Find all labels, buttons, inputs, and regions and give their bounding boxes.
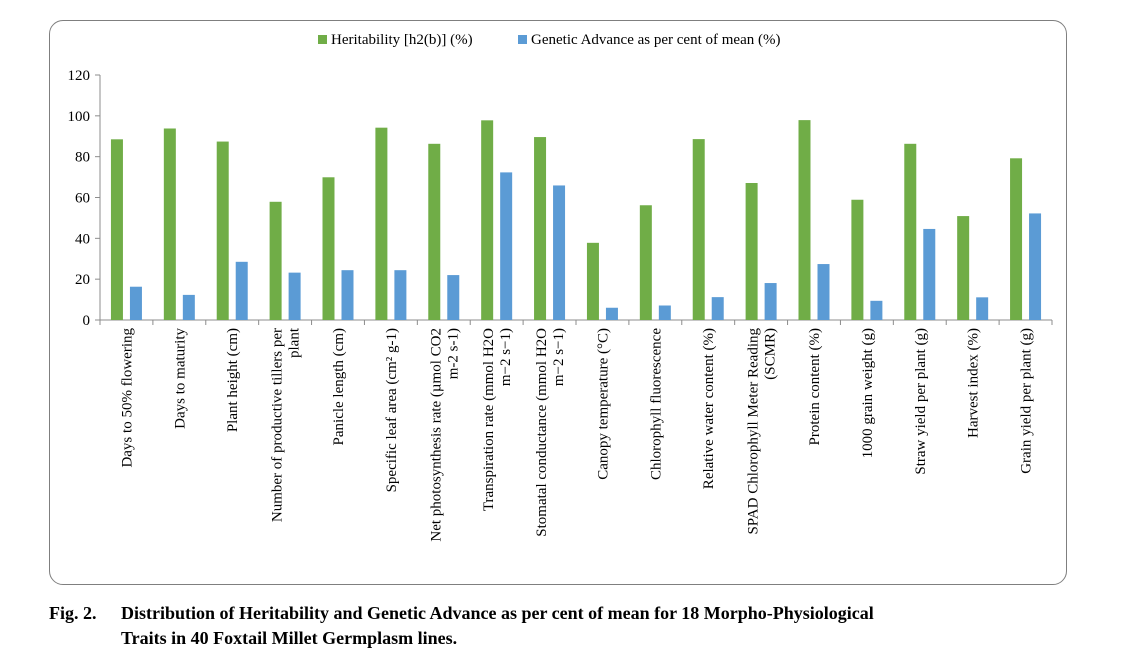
caption-line-2: Traits in 40 Foxtail Millet Germplasm li…	[121, 628, 458, 648]
x-category-label: Panicle length (cm)	[331, 328, 347, 445]
x-category-label: m−2 s−1)	[498, 328, 514, 386]
bar-heritability	[163, 128, 176, 320]
legend-swatch	[318, 35, 327, 44]
bar-genetic-advance	[711, 297, 724, 320]
bar-genetic-advance	[447, 275, 460, 320]
bar-heritability	[428, 143, 441, 320]
bar-genetic-advance	[182, 294, 195, 320]
bar-genetic-advance	[764, 283, 777, 320]
figure-label: Fig. 2.	[49, 603, 97, 623]
bar-heritability	[110, 139, 123, 320]
x-category-label: (SCMR)	[763, 328, 779, 380]
x-category-label: 1000 grain weight (g)	[860, 328, 876, 458]
x-category-label: m−2 s−1)	[551, 328, 567, 386]
x-category-label: Grain yield per plant (g)	[1019, 328, 1035, 474]
bar-heritability	[586, 242, 599, 320]
bar-genetic-advance	[553, 185, 566, 320]
bar-genetic-advance	[500, 172, 513, 320]
bar-heritability	[481, 120, 494, 320]
x-category-label: Relative water content (%)	[701, 328, 717, 489]
bar-heritability	[534, 137, 547, 320]
x-category-label: Transpiration rate (mmol H2O	[481, 328, 497, 511]
bar-genetic-advance	[976, 297, 989, 320]
x-category-label: Days to 50% flowering	[119, 328, 135, 468]
y-tick-label: 20	[75, 272, 90, 288]
bar-heritability	[692, 139, 705, 320]
x-category-label: SPAD Chlorophyll Meter Reading	[746, 328, 762, 535]
bar-heritability	[851, 199, 864, 320]
x-category-label: Plant height (cm)	[225, 328, 241, 432]
y-tick-label: 40	[75, 231, 90, 247]
bar-genetic-advance	[1029, 213, 1042, 320]
bar-heritability	[375, 127, 388, 320]
y-tick-label: 120	[68, 68, 91, 84]
x-category-label: Harvest index (%)	[966, 328, 982, 438]
bar-genetic-advance	[129, 286, 142, 320]
bar-heritability	[798, 120, 811, 320]
bar-genetic-advance	[394, 270, 407, 320]
x-category-label: Canopy temperature (°C)	[595, 328, 611, 480]
bar-genetic-advance	[923, 228, 936, 320]
bar-genetic-advance	[605, 307, 618, 320]
bar-heritability	[957, 216, 970, 320]
figure-caption: Fig. 2. Distribution of Heritability and …	[49, 601, 1109, 651]
bar-heritability	[904, 143, 917, 320]
x-category-label: Stomatal conductance (mmol H2O	[534, 328, 550, 537]
legend-label: Genetic Advance as per cent of mean (%)	[531, 32, 780, 48]
x-category-label: m-2 s-1)	[445, 328, 461, 379]
legend-swatch	[518, 35, 527, 44]
bar-heritability	[269, 201, 282, 320]
y-tick-label: 60	[75, 191, 90, 207]
bar-chart: 0 20 40 60 80 100 120 Days to 50% flowering Days…	[68, 32, 1053, 542]
caption-line-1: Distribution of Heritability and Genetic…	[121, 603, 874, 623]
bar-heritability	[216, 141, 229, 320]
bar-genetic-advance	[288, 272, 301, 320]
y-tick-label: 0	[83, 313, 91, 329]
bar-genetic-advance	[235, 261, 248, 320]
x-category-label: plant	[287, 327, 303, 358]
y-tick-label: 100	[68, 109, 91, 125]
bar-genetic-advance	[870, 300, 883, 320]
x-category-label: Days to maturity	[172, 328, 188, 429]
legend-label: Heritability [h2(b)] (%)	[331, 32, 473, 48]
y-tick-label: 80	[75, 150, 90, 166]
x-category-label: Number of productive tillers per	[270, 328, 286, 522]
bar-heritability	[1010, 158, 1023, 320]
bar-heritability	[639, 205, 652, 320]
x-category-label: Chlorophyll fluorescence	[648, 328, 664, 480]
x-category-label: Net photosynthesis rate (µmol CO2	[428, 328, 444, 542]
bar-heritability	[322, 177, 335, 320]
bar-genetic-advance	[817, 264, 830, 320]
bar-genetic-advance	[341, 270, 354, 320]
bar-genetic-advance	[658, 305, 671, 320]
x-category-label: Protein content (%)	[807, 328, 823, 445]
x-category-label: Straw yield per plant (g)	[913, 328, 929, 475]
bar-heritability	[745, 183, 758, 320]
x-category-label: Specific leaf area (cm² g-1)	[384, 328, 400, 492]
